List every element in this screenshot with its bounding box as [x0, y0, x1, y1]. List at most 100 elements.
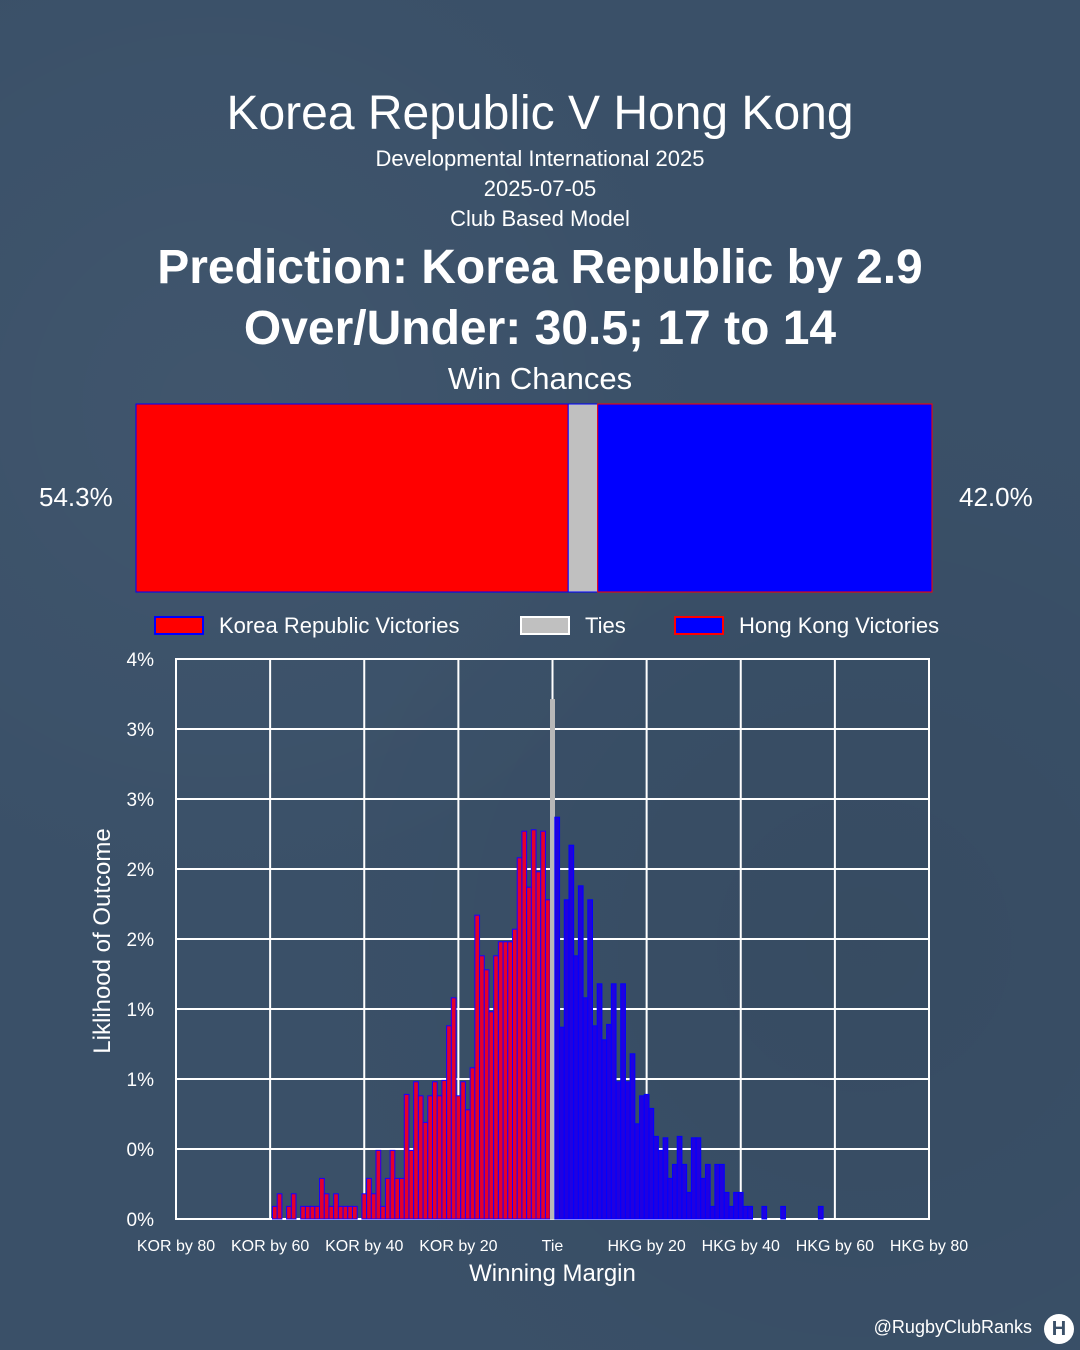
home-margin-bar: [366, 1177, 372, 1220]
away-margin-bar: [601, 1039, 608, 1220]
x-tick-label: KOR by 40: [325, 1238, 403, 1255]
home-margin-bar: [314, 1205, 321, 1220]
home-margin-bar: [526, 886, 532, 1220]
home-margin-bar: [304, 1205, 311, 1220]
away-margin-bar: [582, 997, 589, 1220]
home-margin-bar: [516, 857, 523, 1220]
away-margin-bar: [653, 1135, 659, 1220]
home-margin-bar: [384, 1177, 391, 1220]
tie-margin-bar: [550, 699, 555, 1220]
home-margin-bar: [446, 1025, 452, 1220]
away-margin-bar: [742, 1205, 749, 1220]
home-margin-bar: [408, 1149, 415, 1220]
away-margin-bar: [634, 1123, 641, 1220]
home-margin-bar: [375, 1149, 382, 1220]
home-margin-bar: [286, 1205, 292, 1220]
home-margin-bar: [469, 1067, 476, 1220]
away-margin-bar: [686, 1191, 692, 1220]
away-margin-bar: [723, 1191, 730, 1220]
away-margin-bar: [629, 1053, 636, 1220]
home-margin-bar: [309, 1205, 316, 1220]
home-margin-bar: [540, 830, 546, 1220]
home-margin-bar: [370, 1193, 377, 1220]
legend-swatch-tie: [520, 616, 570, 635]
y-tick-label: 3%: [127, 720, 155, 741]
away-margin-bar: [737, 1191, 744, 1220]
away-margin-bar: [587, 899, 594, 1220]
away-margin-bar: [563, 899, 570, 1220]
x-tick-label: HKG by 80: [890, 1238, 968, 1255]
away-margin-bar: [624, 1081, 631, 1220]
away-margin-bar: [817, 1205, 824, 1220]
away-margin-bar: [728, 1205, 735, 1220]
home-margin-bar: [455, 1095, 462, 1220]
tie-bar: [567, 403, 599, 593]
home-margin-bar: [361, 1193, 368, 1220]
prediction-text: Prediction: Korea Republic by 2.9: [157, 241, 923, 294]
away-margin-bar: [714, 1163, 721, 1220]
home-margin-bar: [389, 1149, 396, 1220]
home-margin-bar: [535, 871, 542, 1220]
over-under-text: Over/Under: 30.5; 17 to 14: [243, 302, 837, 355]
legend-label-away: Hong Kong Victories: [739, 613, 939, 638]
home-margin-bar: [431, 1081, 438, 1220]
home-margin-bar: [351, 1205, 358, 1220]
x-tick-label: HKG by 40: [702, 1238, 780, 1255]
home-margin-bar: [380, 1205, 386, 1220]
away-margin-bar: [719, 1163, 725, 1220]
home-margin-bar: [290, 1193, 297, 1220]
home-margin-bar: [403, 1093, 410, 1220]
x-axis-label: Winning Margin: [469, 1260, 636, 1287]
home-win-percentage: 54.3%: [39, 482, 113, 512]
away-margin-bar: [610, 983, 617, 1220]
x-tick-label: KOR by 20: [419, 1238, 497, 1255]
away-margin-bar: [681, 1163, 688, 1220]
y-tick-label: 2%: [127, 930, 155, 951]
home-margin-bar: [530, 829, 537, 1220]
away-margin-bar: [620, 983, 626, 1220]
away-margin-bar: [662, 1137, 669, 1220]
away-margin-bar: [639, 1095, 645, 1220]
away-margin-bar: [780, 1205, 786, 1220]
away-margin-bar: [573, 955, 579, 1220]
rugby-posts-logo-icon: H: [1044, 1314, 1074, 1344]
x-tick-label: HKG by 60: [796, 1238, 874, 1255]
legend-label-tie: Ties: [585, 613, 626, 638]
y-tick-label: 1%: [127, 1000, 155, 1021]
away-margin-bar: [657, 1149, 664, 1220]
away-margin-bar: [676, 1135, 683, 1220]
home-margin-bar: [300, 1205, 306, 1220]
home-margin-bar: [502, 941, 509, 1220]
away-margin-bar: [577, 885, 584, 1220]
home-margin-bar: [427, 1095, 433, 1220]
home-margin-bar: [483, 969, 490, 1220]
away-margin-bar: [690, 1137, 697, 1220]
x-tick-label: KOR by 60: [231, 1238, 309, 1255]
home-margin-bar: [399, 1177, 405, 1220]
home-margin-bar: [441, 1079, 448, 1220]
away-margin-bar: [747, 1205, 754, 1220]
competition-name: Developmental International 2025: [375, 146, 705, 171]
away-margin-bar: [559, 1026, 565, 1220]
away-margin-bar: [568, 844, 575, 1220]
y-tick-label: 2%: [127, 860, 155, 881]
home-margin-bar: [271, 1205, 278, 1220]
y-tick-label: 3%: [127, 790, 155, 811]
home-margin-bar: [511, 928, 518, 1220]
away-margin-bar: [761, 1205, 768, 1220]
home-margin-bar: [507, 941, 513, 1220]
away-margin-bar: [648, 1107, 655, 1220]
away-win-percentage: 42.0%: [959, 482, 1033, 512]
model-name: Club Based Model: [450, 206, 630, 231]
home-margin-bar: [464, 1109, 471, 1220]
watermark-handle: @RugbyClubRanks: [873, 1317, 1032, 1337]
away-margin-bar: [643, 1093, 650, 1220]
away-margin-bar: [704, 1163, 711, 1220]
away-margin-bar: [606, 1023, 612, 1220]
x-tick-label: KOR by 80: [137, 1238, 215, 1255]
y-axis-label: Liklihood of Outcome: [89, 828, 116, 1053]
away-win-bar: [597, 403, 933, 593]
away-margin-bar: [592, 1025, 598, 1220]
y-tick-label: 0%: [127, 1210, 155, 1231]
